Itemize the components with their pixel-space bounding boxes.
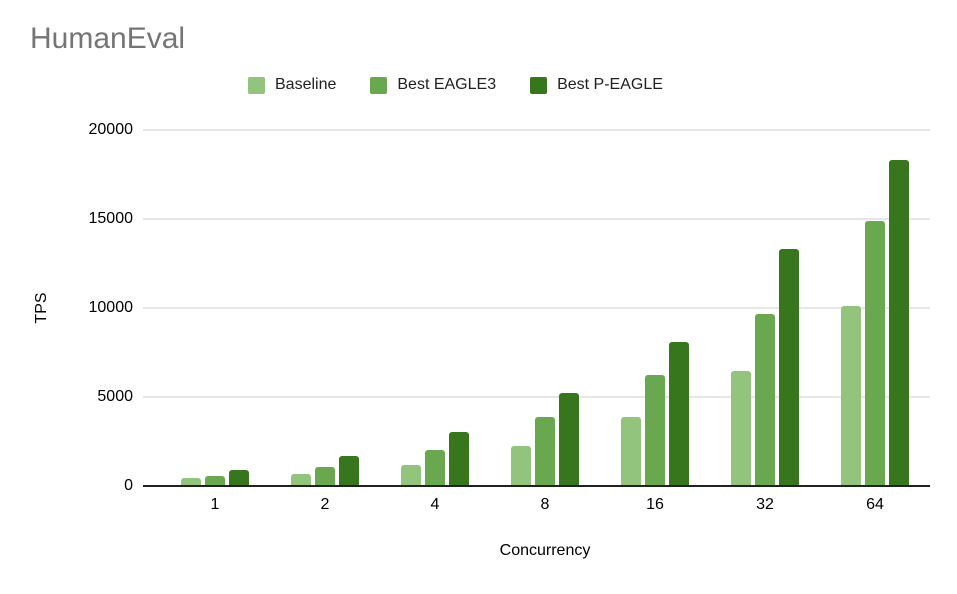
bar [559,392,579,486]
legend-swatch-icon [248,76,265,94]
bar [401,464,421,486]
bar [205,476,225,486]
x-tick-label: 1 [210,496,220,513]
bar [779,249,799,486]
x-tick-label: 4 [430,496,440,513]
bar [669,341,689,486]
bar [229,469,249,486]
bar [841,306,861,486]
bar [425,449,445,486]
x-tick-label: 8 [540,496,550,513]
bar [755,314,775,486]
y-tick-label: 5000 [97,388,133,405]
legend-swatch-icon [530,76,548,94]
legend-label: Baseline [275,76,337,93]
gridline [143,129,930,131]
legend-item: Baseline [248,76,336,94]
bar [645,374,665,486]
bar [181,478,201,486]
legend-item: Best EAGLE3 [370,76,496,94]
bar [339,455,359,486]
y-tick-label: 15000 [88,210,134,227]
chart-title: HumanEval [30,22,186,55]
bar [621,417,641,486]
legend: Baseline Best EAGLE3 Best P-EAGLE [248,76,663,94]
legend-label: Best P-EAGLE [557,76,663,93]
x-tick-label: 32 [756,496,774,513]
bar [511,445,531,486]
x-tick-label: 2 [320,496,330,513]
legend-item: Best P-EAGLE [530,76,663,94]
y-tick-label: 10000 [88,299,134,316]
gridline [143,218,930,220]
legend-label: Best EAGLE3 [397,76,497,93]
bar-group [490,130,600,486]
gridline [143,307,930,309]
x-axis-title: Concurrency [499,542,591,559]
bar [889,160,909,486]
bar [315,467,335,486]
y-tick-label: 0 [124,477,133,494]
bar [291,473,311,486]
x-tick-label: 64 [866,496,884,513]
bar-group [380,130,490,486]
bar-group [160,130,270,486]
y-tick-label: 20000 [88,121,134,138]
gridline [143,396,930,398]
bar [731,371,751,486]
bar [535,417,555,486]
bar [865,220,885,486]
bar-group [270,130,380,486]
bar-group [600,130,710,486]
bar-group [710,130,820,486]
plot-area [143,129,930,487]
legend-swatch-icon [370,76,388,94]
bar [449,431,469,486]
x-tick-label: 16 [646,496,664,513]
bar-group [820,130,930,486]
x-axis-line [143,485,930,487]
